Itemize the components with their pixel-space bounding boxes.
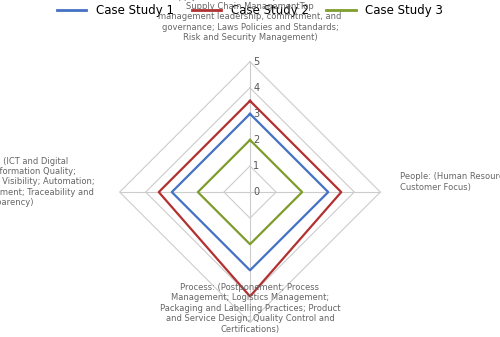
Text: 5: 5 [253, 57, 260, 67]
Text: People: (Human Resource Management;
Customer Focus): People: (Human Resource Management; Cust… [400, 172, 500, 192]
Text: Technological: (ICT and Digital
Technologies; Information Quality;
Information S: Technological: (ICT and Digital Technolo… [0, 157, 95, 207]
Text: 2: 2 [253, 135, 260, 145]
Text: 0: 0 [253, 187, 260, 197]
Legend: Case Study 1, Case Study 2, Case Study 3: Case Study 1, Case Study 2, Case Study 3 [52, 0, 448, 22]
Text: 1: 1 [253, 161, 260, 171]
Text: Process: (Postponement; Process
Management; Logistics Management;
Packaging and : Process: (Postponement; Process Manageme… [160, 283, 340, 334]
Text: Context: (Resilience; Supplier Quality
Management; Supply Chain Integration;
Sup: Context: (Resilience; Supplier Quality M… [158, 0, 342, 42]
Text: 3: 3 [253, 109, 260, 119]
Text: 4: 4 [253, 83, 260, 93]
